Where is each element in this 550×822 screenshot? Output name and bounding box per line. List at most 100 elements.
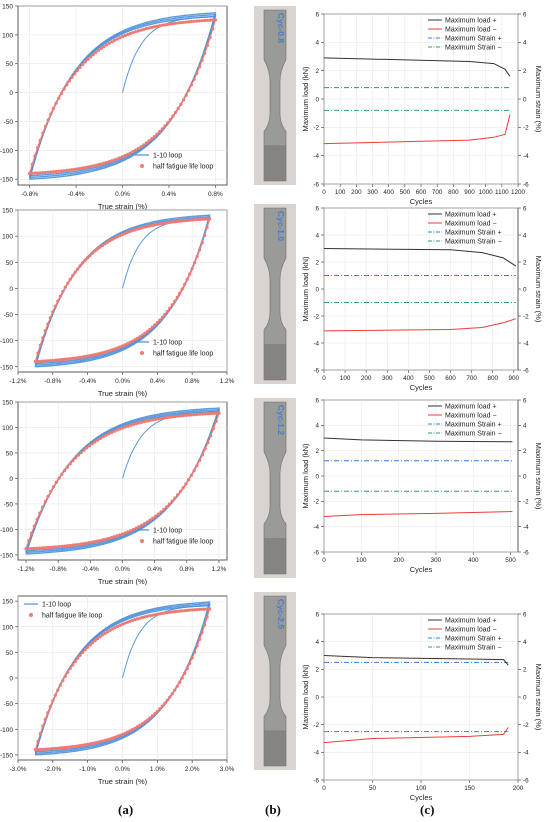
y-tick-label-left: -4 [313,153,319,160]
legend-entry: Maximum Strain − [445,45,502,52]
half-life-point [123,343,127,347]
x-tick-label: 150 [464,785,475,792]
half-life-point [209,434,213,438]
legend-entry: Maximum Strain + [445,636,502,643]
specimen-photo-3: Cyc-1.2 [254,398,296,578]
half-life-point [68,357,72,361]
half-life-point [140,226,145,230]
half-life-point [53,304,57,308]
half-life-point [104,160,109,165]
y-tick-label-left: 2 [315,448,319,455]
panel-label-a: (a) [118,802,134,817]
half-life-point [130,339,135,343]
half-life-point [51,485,56,489]
x-tick-label: -0.8% [44,378,61,385]
half-life-point [166,22,170,27]
half-life-point [192,77,196,81]
half-life-point [110,348,115,352]
half-life-point [97,163,101,167]
y-tick-label: -100 [0,727,13,734]
half-life-point [138,335,142,339]
half-life-point [205,615,209,619]
half-life-point [112,158,117,162]
half-life-point [183,671,187,675]
half-life-point [33,154,37,158]
half-life-point [120,35,125,39]
half-life-point [115,37,119,41]
legend-entry: 1-10 loop [153,340,182,347]
half-life-point [91,353,95,357]
half-life-point [178,680,182,684]
x-tick-label: 0 [322,189,326,196]
half-life-point [89,164,93,169]
x-tick-label: 0.8% [185,378,200,385]
load-minus-line [323,511,513,517]
half-life-point [100,633,105,637]
half-life-point [192,19,196,23]
half-life-point [41,747,45,751]
half-life-point [178,414,182,418]
y-tick-label-left: 4 [315,639,319,646]
half-life-point [150,25,154,29]
x-tick-label: 900 [464,189,475,196]
half-life-point [131,422,136,427]
legend-swatch-dot [140,351,144,355]
half-life-point [35,146,40,150]
half-life-point [35,546,39,550]
half-life-point [150,325,154,329]
half-life-point [163,221,167,225]
half-life-point [87,541,92,545]
half-life-point [60,472,64,476]
y-tick-label-left: 2 [315,68,319,75]
half-life-point [73,167,77,171]
half-life-point [147,26,151,30]
y-tick-label: 100 [2,425,13,432]
half-life-point [49,545,53,549]
half-life-point [120,622,125,626]
legend-entry: half fatigue life loop [153,351,213,358]
half-life-point [198,637,202,641]
half-life-point [66,357,70,361]
half-life-point [138,616,142,620]
half-life-point [205,225,209,229]
y-axis-label-right: Maximum strain (%) [534,443,543,510]
loop-1-10-curve [34,604,211,753]
half-life-point [138,226,142,230]
half-life-point [175,609,179,613]
half-life-point [150,223,154,227]
panel-label-c: (c) [420,802,435,817]
x-tick-label: 500 [424,375,435,382]
half-life-point [96,740,100,744]
half-life-point [110,736,115,740]
x-tick-label: 1.2% [212,566,227,573]
half-life-point [142,143,146,147]
load-plus-line [323,248,517,267]
y-tick-label-left: 6 [315,11,319,18]
half-life-point [91,251,95,255]
half-life-point [104,433,108,437]
half-life-point [96,438,100,442]
x-tick-label: 0.4% [147,566,162,573]
legend-entry: 1-10 loop [42,602,71,609]
half-life-point [112,429,116,433]
half-life-point [86,645,90,649]
half-life-point [118,427,122,431]
half-life-point [86,57,90,61]
x-tick-label: -2.0% [44,766,61,773]
legend-entry: Maximum Strain − [445,645,502,652]
half-life-point [125,230,130,235]
panel-label-b: (b) [265,802,281,817]
y-tick-label-left: 0 [315,473,319,480]
half-life-point [81,650,85,655]
half-life-point [113,347,117,351]
x-axis-label: True strain (%) [98,389,148,398]
half-life-point [162,507,166,511]
half-life-point [176,493,180,497]
y-tick-label: -100 [0,527,13,534]
half-life-point [63,544,67,548]
half-life-point [181,98,186,102]
half-life-point [185,666,189,671]
x-tick-label: -1.2% [10,378,27,385]
legend-entry: Maximum Strain + [445,422,502,429]
